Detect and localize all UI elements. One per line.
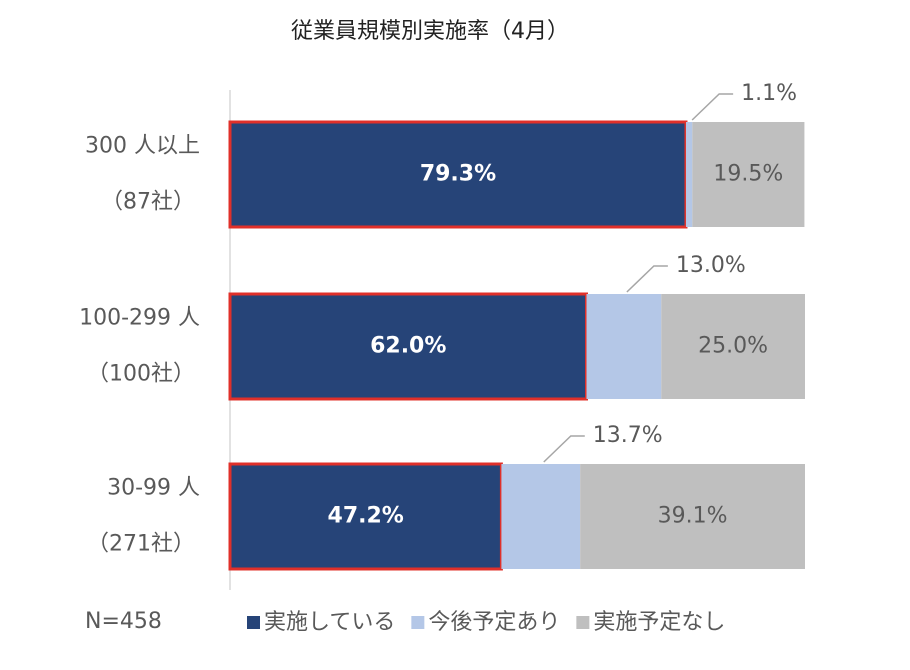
- bar-segment: [692, 122, 805, 227]
- note: N=458: [85, 609, 162, 634]
- legend-swatch: [411, 616, 425, 629]
- y-tick-label: 300 人以上: [85, 134, 200, 159]
- legend-label: 実施している: [264, 610, 395, 635]
- bar-segment: [228, 462, 503, 571]
- y-tick-sublabel: （87社）: [101, 190, 195, 215]
- data-label: 62.0%: [370, 334, 446, 359]
- data-label: 25.0%: [698, 334, 768, 359]
- legend-label: 今後予定あり: [428, 610, 560, 635]
- data-label: 19.5%: [713, 162, 783, 187]
- y-tick-sublabel: （100社）: [87, 362, 195, 387]
- bar-segment: [685, 122, 693, 227]
- data-label: 39.1%: [658, 504, 728, 529]
- leader-line: [543, 435, 585, 463]
- data-label: 79.3%: [420, 162, 496, 187]
- y-tick-sublabel: （271社）: [87, 532, 195, 557]
- y-tick-label: 100-299 人: [79, 306, 200, 331]
- leader-line: [626, 265, 668, 293]
- data-label: 1.1%: [741, 81, 797, 106]
- data-label: 13.0%: [676, 253, 746, 278]
- legend-swatch: [576, 616, 590, 629]
- leader-line: [691, 93, 734, 121]
- data-label: 47.2%: [328, 504, 404, 529]
- bar-segment: [580, 464, 805, 569]
- bar-segment: [228, 292, 588, 401]
- data-label: 13.7%: [593, 423, 663, 448]
- bar-segment: [586, 294, 662, 399]
- legend-swatch: [247, 616, 260, 629]
- y-tick-label: 30-99 人: [107, 476, 200, 501]
- bar-segment: [501, 464, 581, 569]
- chart-title: 従業員規模別実施率（4月）: [291, 19, 569, 44]
- legend-label: 実施予定なし: [593, 610, 725, 635]
- bar-segment: [661, 294, 805, 399]
